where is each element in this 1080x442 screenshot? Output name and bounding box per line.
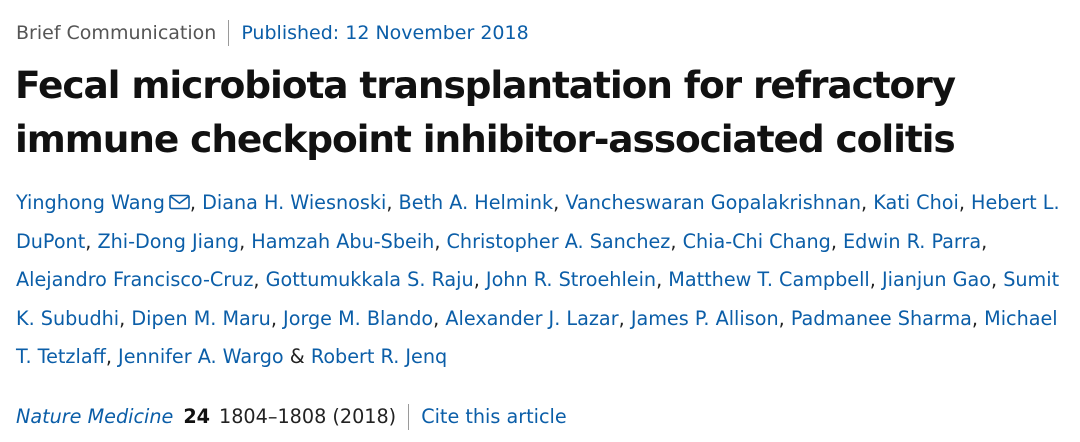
author-link[interactable]: Gottumukkala S. Raju bbox=[265, 268, 474, 291]
author-separator: , bbox=[869, 268, 876, 291]
author-link[interactable]: Alexander J. Lazar bbox=[445, 306, 619, 330]
author-separator: , bbox=[958, 191, 965, 214]
published-label: Published: bbox=[241, 22, 340, 44]
author-link[interactable]: Hebert L. DuPont bbox=[16, 191, 1060, 253]
meta-divider bbox=[228, 20, 230, 46]
article-type: Brief Communication bbox=[16, 22, 217, 44]
author-link[interactable]: Matthew T. Campbell bbox=[668, 268, 870, 291]
author-separator: , bbox=[386, 191, 393, 214]
author-separator: , bbox=[239, 229, 246, 253]
published-date: 12 November 2018 bbox=[345, 22, 529, 44]
author-link[interactable]: Hamzah Abu-Sbeih bbox=[251, 229, 435, 253]
author-link[interactable]: Diana H. Wiesnoski bbox=[202, 191, 387, 214]
article-title: Fecal microbiota transplantation for ref… bbox=[15, 58, 1065, 166]
article-title-line-1: Fecal microbiota transplantation for ref… bbox=[15, 63, 956, 107]
author-separator: , bbox=[85, 229, 92, 253]
author-link[interactable]: Alejandro Francisco-Cruz bbox=[16, 268, 254, 291]
author-link[interactable]: James P. Allison bbox=[630, 306, 779, 330]
author-separator: , bbox=[981, 229, 988, 253]
author-list: Yinghong Wang, Diana H. Wiesnoski, Beth … bbox=[16, 184, 1066, 377]
envelope-icon[interactable] bbox=[169, 185, 190, 210]
article-title-line-2: immune checkpoint inhibitor-associated c… bbox=[15, 117, 956, 161]
author-link[interactable]: Kati Choi bbox=[873, 191, 959, 214]
author-separator: , bbox=[553, 191, 560, 214]
author-separator: , bbox=[618, 306, 625, 330]
author-separator: , bbox=[778, 306, 785, 330]
author-link[interactable]: Robert R. Jenq bbox=[310, 345, 448, 368]
author-separator: , bbox=[971, 306, 979, 330]
author-separator: , bbox=[473, 268, 480, 291]
author-link[interactable]: Jianjun Gao bbox=[881, 268, 991, 291]
author-link[interactable]: Christopher A. Sanchez bbox=[446, 229, 671, 253]
author-link[interactable]: Vancheswaran Gopalakrishnan bbox=[565, 191, 861, 214]
author-link[interactable]: Sumit K. Subudhi bbox=[16, 268, 1060, 330]
pages-year: 1804–1808 (2018) bbox=[219, 405, 397, 428]
author-separator: , bbox=[119, 306, 126, 330]
author-separator: , bbox=[830, 229, 837, 253]
author-separator: , bbox=[656, 268, 663, 291]
citation: Nature Medicine 24 1804–1808 (2018) Cite… bbox=[16, 402, 567, 432]
author-separator: , bbox=[990, 268, 998, 291]
author-separator: , bbox=[189, 191, 196, 214]
author-separator: , bbox=[433, 306, 440, 330]
author-link[interactable]: Dipen M. Maru bbox=[131, 306, 271, 330]
author-link[interactable]: Jennifer A. Wargo bbox=[118, 345, 284, 368]
author-separator: , bbox=[670, 229, 677, 253]
author-separator: , bbox=[861, 191, 868, 214]
author-separator: , bbox=[434, 229, 441, 253]
author-link[interactable]: Chia-Chi Chang bbox=[682, 229, 831, 253]
author-separator: , bbox=[105, 345, 112, 368]
journal-title[interactable]: Nature Medicine bbox=[16, 405, 174, 428]
cite-this-article-link[interactable]: Cite this article bbox=[421, 405, 567, 428]
author-link[interactable]: Yinghong Wang bbox=[16, 191, 165, 214]
author-last-separator: & bbox=[289, 345, 305, 368]
author-link[interactable]: Zhi-Dong Jiang bbox=[97, 229, 240, 253]
article-meta: Brief Communication Published: 12 Novemb… bbox=[16, 19, 529, 47]
author-separator: , bbox=[270, 306, 277, 330]
author-link[interactable]: Padmanee Sharma bbox=[790, 306, 972, 330]
author-link[interactable]: Jorge M. Blando bbox=[283, 306, 434, 330]
journal-volume: 24 bbox=[183, 405, 211, 428]
author-link[interactable]: Edwin R. Parra bbox=[843, 229, 982, 253]
citation-divider bbox=[408, 404, 410, 430]
author-separator: , bbox=[253, 268, 260, 291]
author-link[interactable]: John R. Stroehlein bbox=[485, 268, 657, 291]
author-link[interactable]: Michael T. Tetzlaff bbox=[16, 306, 1058, 369]
author-link[interactable]: Beth A. Helmink bbox=[398, 191, 554, 214]
